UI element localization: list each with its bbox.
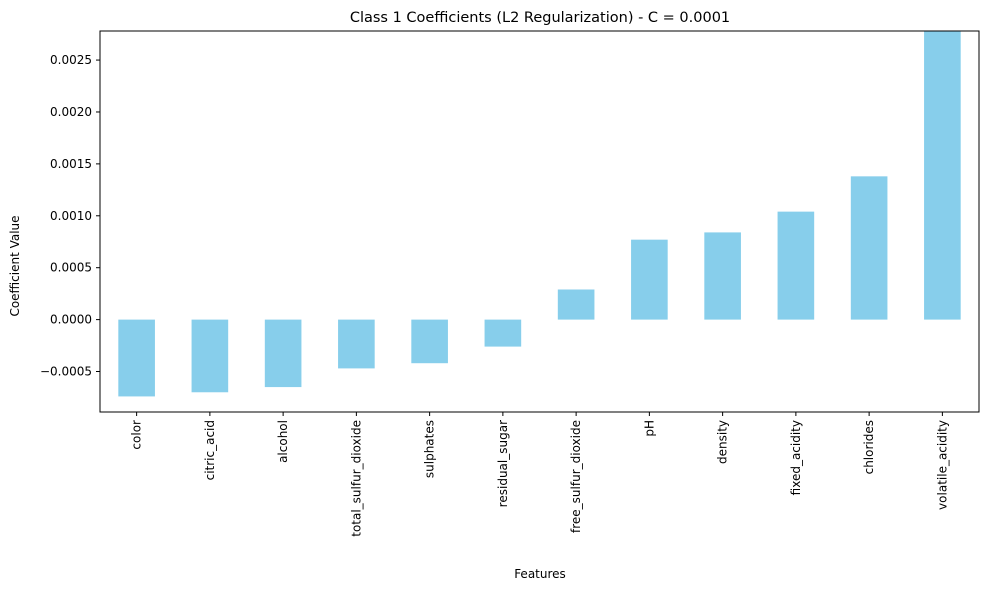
y-axis-title: Coefficient Value <box>8 215 22 316</box>
y-tick-label: 0.0020 <box>50 105 92 119</box>
bar-pH <box>631 239 668 320</box>
bars-group <box>118 31 961 397</box>
y-tick-label: 0.0010 <box>50 209 92 223</box>
x-axis-ticks: color citric_acid alcohol total_sulfur_diox… <box>130 412 949 537</box>
x-tick-label: fixed_acidity <box>789 420 803 495</box>
plot-frame <box>99 30 980 413</box>
x-tick-label: total_sulfur_dioxide <box>349 420 363 537</box>
x-tick-label: sulphates <box>423 420 437 478</box>
y-tick-label: 0.0015 <box>50 157 92 171</box>
bar-alcohol <box>264 319 302 388</box>
x-tick-label: pH <box>642 420 656 437</box>
x-tick-label: volatile_acidity <box>935 420 949 510</box>
y-tick-label: −0.0005 <box>40 365 92 379</box>
y-tick-label: 0.0025 <box>50 53 92 67</box>
bar-volatile_acidity <box>924 31 961 320</box>
x-tick-label: free_sulfur_dioxide <box>569 420 583 533</box>
y-tick-label: 0.0005 <box>50 261 92 275</box>
x-tick-label: residual_sugar <box>496 420 510 507</box>
x-tick-label: alcohol <box>276 420 290 463</box>
x-tick-label: chlorides <box>862 420 876 474</box>
bar-color <box>118 319 155 397</box>
x-tick-label: citric_acid <box>203 420 217 480</box>
bar-residual_sugar <box>484 319 522 347</box>
x-axis-title: Features <box>514 567 566 581</box>
chart-title: Class 1 Coefficients (L2 Regularization)… <box>350 10 730 26</box>
bar-free_sulfur_dioxide <box>557 289 595 320</box>
bar-sulphates <box>411 319 448 364</box>
bar-chlorides <box>850 176 888 320</box>
bar-citric_acid <box>191 319 229 393</box>
x-tick-label: density <box>716 420 730 464</box>
x-tick-label: color <box>130 420 144 450</box>
y-axis-ticks: −0.0005 0.0000 0.0005 0.0010 0.0015 0.0020 0.0… <box>40 53 100 379</box>
y-tick-label: 0.0000 <box>50 313 92 327</box>
bar-density <box>704 232 741 320</box>
bar-total_sulfur_dioxide <box>338 319 375 369</box>
bar-fixed_acidity <box>777 211 815 320</box>
